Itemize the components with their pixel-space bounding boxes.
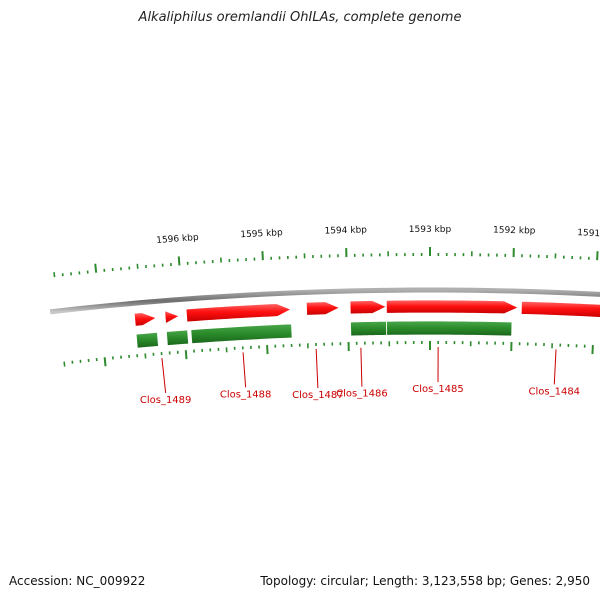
reverse-gene[interactable]	[135, 331, 159, 349]
forward-gene[interactable]	[185, 303, 292, 323]
map-title: Alkaliphilus oremlandii OhILAs, complete…	[138, 10, 462, 25]
forward-gene[interactable]	[520, 300, 600, 318]
ruler-label: 1593 kbp	[409, 225, 452, 235]
reverse-gene[interactable]	[386, 320, 513, 337]
gene-label[interactable]: Clos_1488	[220, 389, 272, 400]
forward-gene[interactable]	[349, 300, 388, 315]
ruler-tick	[53, 272, 56, 278]
forward-gene[interactable]	[164, 310, 181, 325]
topology-text: Topology: circular; Length: 3,123,558 bp…	[260, 574, 590, 588]
ruler-tick	[177, 256, 181, 266]
reverse-gene[interactable]	[350, 320, 388, 337]
inner-ruler-tick	[184, 350, 188, 360]
ruler-label: 1595 kbp	[240, 228, 283, 240]
label-leader	[242, 352, 247, 388]
genome-backbone	[49, 287, 600, 315]
ruler-label: 1594 kbp	[324, 226, 367, 237]
label-leader	[360, 347, 363, 387]
reverse-gene[interactable]	[190, 323, 293, 345]
forward-gene[interactable]	[305, 301, 341, 316]
label-leader	[553, 349, 557, 385]
gene-label[interactable]: Clos_1485	[412, 384, 464, 395]
gene-label[interactable]: Clos_1489	[140, 395, 192, 406]
ruler-label: 1596 kbp	[156, 233, 199, 246]
label-leader	[315, 348, 319, 388]
ruler-tick	[94, 263, 98, 273]
label-leader	[161, 358, 167, 393]
reverse-gene[interactable]	[165, 329, 190, 346]
gene-label[interactable]: Clos_1487	[292, 390, 344, 401]
gene-label[interactable]: Clos_1486	[336, 389, 388, 400]
accession-text: Accession: NC_009922	[9, 574, 146, 588]
gene-label[interactable]: Clos_1484	[529, 386, 581, 397]
forward-gene[interactable]	[385, 299, 520, 315]
ruler-label: 1592 kbp	[493, 226, 536, 237]
inner-ruler-tick	[63, 361, 66, 367]
forward-gene[interactable]	[133, 312, 158, 327]
ruler-label: 1591 kbp	[577, 228, 600, 240]
inner-ruler-tick	[103, 357, 107, 367]
